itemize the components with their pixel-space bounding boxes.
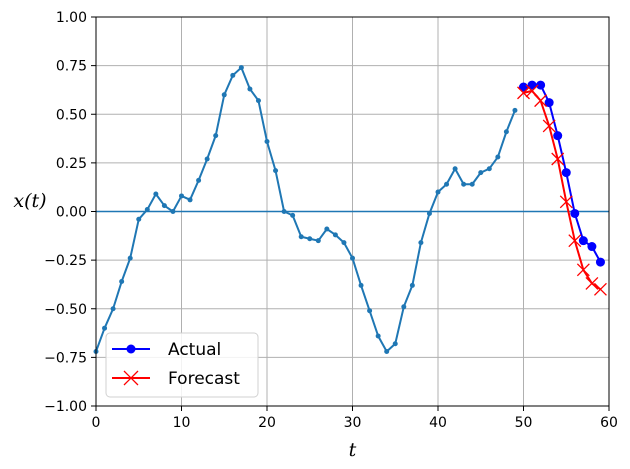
- series-history-point: [495, 154, 501, 160]
- x-axis-ticks: 0 10 20 30 40 50 60: [92, 406, 618, 431]
- series-history-point: [255, 98, 261, 104]
- series-history: [93, 65, 518, 355]
- x-tick-label: 20: [258, 415, 276, 431]
- y-axis-ticks: −1.00 −0.75 −0.50 −0.25 0.00 0.25 0.50 0.75 1.00: [44, 10, 96, 415]
- series-actual-point: [553, 131, 563, 141]
- x-tick-label: 50: [515, 415, 533, 431]
- series-history-point: [144, 207, 150, 213]
- series-history-point: [102, 325, 108, 331]
- series-history-point: [187, 197, 193, 203]
- series-actual-point: [544, 98, 554, 108]
- series-history-point: [264, 138, 270, 144]
- series-history-point: [461, 181, 467, 187]
- series-history-point: [358, 282, 364, 288]
- series-actual-point: [570, 208, 580, 218]
- series-history-point: [161, 203, 167, 209]
- y-tick-label: −1.00: [44, 399, 87, 415]
- series-history-point: [238, 65, 244, 71]
- series-history-point: [503, 129, 509, 135]
- y-tick-label: 0.50: [56, 107, 87, 123]
- series-forecast-point: [585, 277, 599, 290]
- y-tick-label: −0.50: [44, 302, 87, 318]
- series-forecast-point: [568, 234, 582, 248]
- series-history-point: [392, 341, 398, 347]
- y-tick-label: 0.75: [56, 59, 87, 75]
- series-actual-point: [587, 242, 597, 252]
- series-actual-point: [561, 168, 571, 178]
- series-history-point: [273, 168, 279, 174]
- series-actual: [519, 80, 605, 267]
- x-tick-label: 10: [173, 415, 191, 431]
- series-history-point: [375, 333, 381, 339]
- series-history-point: [367, 308, 373, 314]
- series-forecast-point: [576, 263, 590, 277]
- series-history-point: [401, 304, 407, 310]
- series-history-point: [179, 193, 184, 199]
- x-tick-label: 30: [344, 415, 362, 431]
- series-history-point: [221, 92, 227, 98]
- series-actual-point: [578, 236, 588, 246]
- series-history-point: [332, 232, 338, 238]
- series-history-point: [486, 166, 492, 172]
- legend-actual-label: Actual: [168, 340, 221, 360]
- series-forecast-point: [542, 119, 556, 133]
- y-tick-label: −0.75: [44, 350, 87, 366]
- series-history-point: [136, 216, 142, 222]
- x-axis-label: t: [349, 439, 357, 461]
- x-tick-label: 0: [92, 415, 101, 431]
- series-forecast-point: [593, 282, 607, 296]
- series-history-point: [127, 255, 133, 261]
- series-history-point: [418, 240, 424, 246]
- series-history-point: [478, 170, 484, 176]
- series-forecast: [517, 84, 607, 296]
- x-tick-label: 40: [429, 415, 447, 431]
- series-history-point: [307, 236, 313, 242]
- series-actual-point: [536, 80, 546, 90]
- series-history-point: [469, 181, 475, 187]
- series-forecast-point: [525, 84, 539, 98]
- series-history-point: [119, 279, 125, 285]
- series-forecast-line: [523, 89, 602, 291]
- series-forecast-point: [559, 195, 573, 209]
- series-history-point: [230, 72, 236, 78]
- series-history-point: [290, 212, 296, 218]
- series-history-point: [341, 240, 347, 246]
- series-forecast-point: [517, 86, 530, 100]
- y-tick-label: 0.00: [56, 205, 87, 221]
- y-axis-label: x(t): [13, 190, 46, 212]
- series-history-point: [384, 349, 390, 355]
- series-history-point: [170, 209, 176, 214]
- y-tick-label: 1.00: [56, 10, 87, 26]
- series-history-point: [315, 238, 321, 244]
- legend-forecast-marker: [123, 370, 139, 386]
- series-history-point: [426, 210, 432, 216]
- y-tick-label: −0.25: [44, 253, 87, 269]
- series-forecast-point: [551, 152, 565, 166]
- legend-forecast-label: Forecast: [168, 369, 240, 389]
- series-history-point: [435, 189, 441, 195]
- series-history-point: [213, 133, 219, 139]
- series-history-point: [298, 234, 304, 240]
- series-history-point: [444, 181, 450, 187]
- legend-actual-marker: [126, 344, 136, 354]
- series-history-point: [153, 191, 159, 197]
- x-tick-label: 60: [600, 415, 618, 431]
- series-history-point: [452, 166, 458, 172]
- plot-series: [93, 65, 607, 355]
- series-history-point: [110, 306, 116, 312]
- series-forecast-point: [534, 94, 548, 108]
- series-history-point: [409, 282, 415, 288]
- series-history-point: [512, 107, 518, 113]
- series-actual-point: [519, 82, 528, 92]
- y-tick-label: 0.25: [56, 156, 87, 172]
- series-history-point: [324, 226, 330, 232]
- series-history-point: [196, 177, 202, 183]
- legend: Actual Forecast: [105, 332, 259, 398]
- series-actual-point: [595, 257, 605, 267]
- series-history-point: [281, 209, 287, 214]
- series-history-point: [350, 255, 355, 261]
- series-history-point: [204, 156, 210, 162]
- series-history-point: [247, 86, 253, 92]
